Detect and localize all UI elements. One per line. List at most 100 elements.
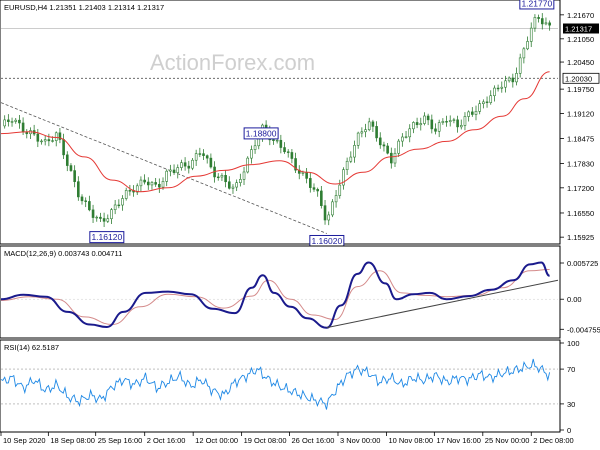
candle-body	[7, 119, 10, 122]
candle-body	[14, 119, 18, 122]
candle-body	[316, 189, 319, 192]
candle-body	[253, 145, 257, 150]
candle-body	[367, 121, 371, 131]
time-axis-label: 25 Nov 00:00	[485, 436, 530, 445]
candle-body	[143, 179, 146, 183]
candle-body	[250, 149, 253, 159]
rsi-axis-tick-label: 100	[567, 339, 580, 348]
candle-body	[511, 77, 515, 83]
annotation-label: 1.18800	[246, 128, 277, 138]
candle-body	[25, 131, 29, 135]
candle-body	[397, 140, 400, 154]
candle-body	[294, 158, 297, 171]
macd-axis-tick-label: 0.00	[567, 295, 582, 304]
candle-body	[40, 140, 43, 143]
candle-body	[77, 181, 80, 198]
candle-body	[176, 167, 180, 173]
candle-body	[434, 128, 437, 132]
time-axis-label: 17 Nov 16:00	[436, 436, 481, 445]
candle-body	[209, 157, 213, 168]
annotation-label: 1.16020	[311, 236, 342, 246]
candle-body	[382, 144, 386, 147]
candle-body	[135, 185, 139, 193]
candle-body	[80, 196, 84, 202]
candle-body	[194, 153, 198, 161]
candle-body	[309, 178, 312, 188]
candle-body	[349, 156, 353, 162]
macd-marks	[0, 261, 559, 329]
macd-panel-title: MACD(12,26,9) 0.003743 0.004711	[4, 249, 122, 258]
candle-body	[216, 176, 220, 179]
time-axis-label: 3 Nov 00:00	[340, 436, 380, 445]
price-axis-tick-label: 1.20450	[567, 58, 594, 67]
price-panel	[0, 0, 561, 245]
candle-body	[224, 175, 227, 183]
candle-body	[456, 119, 459, 128]
candle-body	[375, 126, 378, 139]
time-axis-label: 2 Oct 16:00	[147, 436, 186, 445]
annotation-box	[243, 127, 279, 140]
candle-body	[172, 169, 176, 173]
time-axis-label: 2 Dec 08:00	[533, 436, 573, 445]
time-axis-label: 26 Oct 16:00	[292, 436, 335, 445]
rsi-axis-tick-label: 0	[567, 426, 571, 435]
price-grid	[0, 28, 558, 234]
candle-body	[327, 214, 331, 221]
candle-body	[106, 218, 110, 222]
price-axis-tick-label: 1.19750	[567, 85, 594, 94]
rsi-axis: 100 70 30 0	[560, 339, 580, 435]
price-axis-tick-label: 1.15925	[567, 233, 594, 242]
candle-body	[515, 73, 518, 83]
price-axis-tick-label: 1.17830	[567, 159, 594, 168]
candle-body	[423, 115, 426, 124]
candle-body	[401, 136, 404, 142]
macd-axis: 0.005725 0.00 -0.004755	[560, 259, 600, 334]
candle-body	[3, 119, 6, 127]
candle-body	[290, 152, 294, 159]
candle-body	[191, 159, 194, 169]
candle-body	[522, 48, 526, 59]
candle-body	[518, 57, 522, 74]
macd-signal-line	[0, 269, 550, 326]
candle-body	[43, 139, 47, 142]
candle-body	[548, 22, 551, 26]
price-axis-tick-label: 1.21670	[567, 11, 594, 20]
candle-body	[18, 119, 21, 124]
macd-panel	[0, 245, 561, 339]
candle-body	[526, 41, 529, 50]
candle-body	[496, 87, 500, 90]
candle-body	[154, 182, 157, 185]
price-axis-tick-label: 1.18475	[567, 134, 594, 143]
price-axis-tick-label: 1.19120	[567, 110, 594, 119]
macd-trendline	[326, 279, 559, 329]
candle-body	[242, 171, 246, 180]
time-axis-label: 12 Oct 00:00	[195, 436, 238, 445]
trendline	[0, 102, 327, 234]
time-axis-label: 10 Sep 2020	[3, 436, 46, 445]
rsi-panel	[0, 339, 561, 433]
current-price-label: 1.21317	[565, 24, 592, 33]
candle-body	[231, 186, 235, 189]
candle-body	[489, 95, 493, 103]
candle-body	[187, 165, 191, 169]
candle-body	[117, 204, 121, 207]
candle-body	[305, 171, 308, 179]
candle-body	[220, 175, 224, 178]
candle-body	[353, 145, 356, 158]
time-axis-label: 18 Sep 08:00	[50, 436, 95, 445]
candle-body	[62, 139, 65, 156]
candle-body	[430, 119, 434, 130]
candle-body	[485, 101, 489, 103]
candle-body	[437, 122, 441, 132]
candle-body	[323, 205, 327, 221]
candle-body	[331, 201, 334, 216]
candle-body	[84, 200, 87, 202]
candle-body	[467, 111, 470, 117]
candle-body	[283, 147, 286, 153]
price-panel-title: EURUSD,H4 1.21351 1.21403 1.21314 1.2131…	[4, 3, 164, 12]
candle-body	[227, 181, 231, 189]
candle-body	[205, 155, 209, 159]
candle-body	[88, 201, 91, 211]
candle-body	[128, 190, 132, 192]
